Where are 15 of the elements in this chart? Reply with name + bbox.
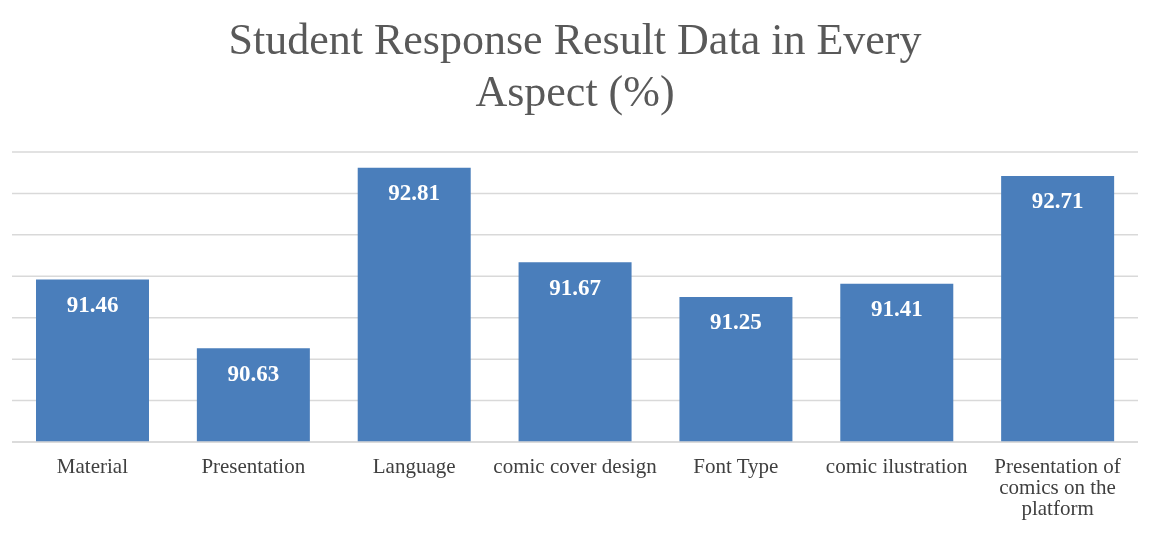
x-tick-label: Font Type xyxy=(693,453,779,478)
data-label: 91.41 xyxy=(870,296,923,322)
x-tick-label: Presentation of comics on the platform xyxy=(994,453,1121,520)
data-label: 91.67 xyxy=(549,274,601,300)
x-tick-label: Presentation xyxy=(201,453,306,478)
x-tick-label: comic cover design xyxy=(493,453,658,478)
x-tick-label: comic ilustration xyxy=(825,453,969,478)
data-label: 92.81 xyxy=(388,180,441,206)
chart-title: Student Response Result Data in Every Aspect (%) xyxy=(227,14,923,118)
data-label: 92.71 xyxy=(1031,188,1084,214)
x-tick-label: Material xyxy=(56,453,129,478)
data-label: 91.46 xyxy=(66,291,119,317)
data-label: 90.63 xyxy=(227,360,280,386)
data-label: 91.25 xyxy=(710,309,762,335)
x-tick-label: Language xyxy=(372,453,456,478)
